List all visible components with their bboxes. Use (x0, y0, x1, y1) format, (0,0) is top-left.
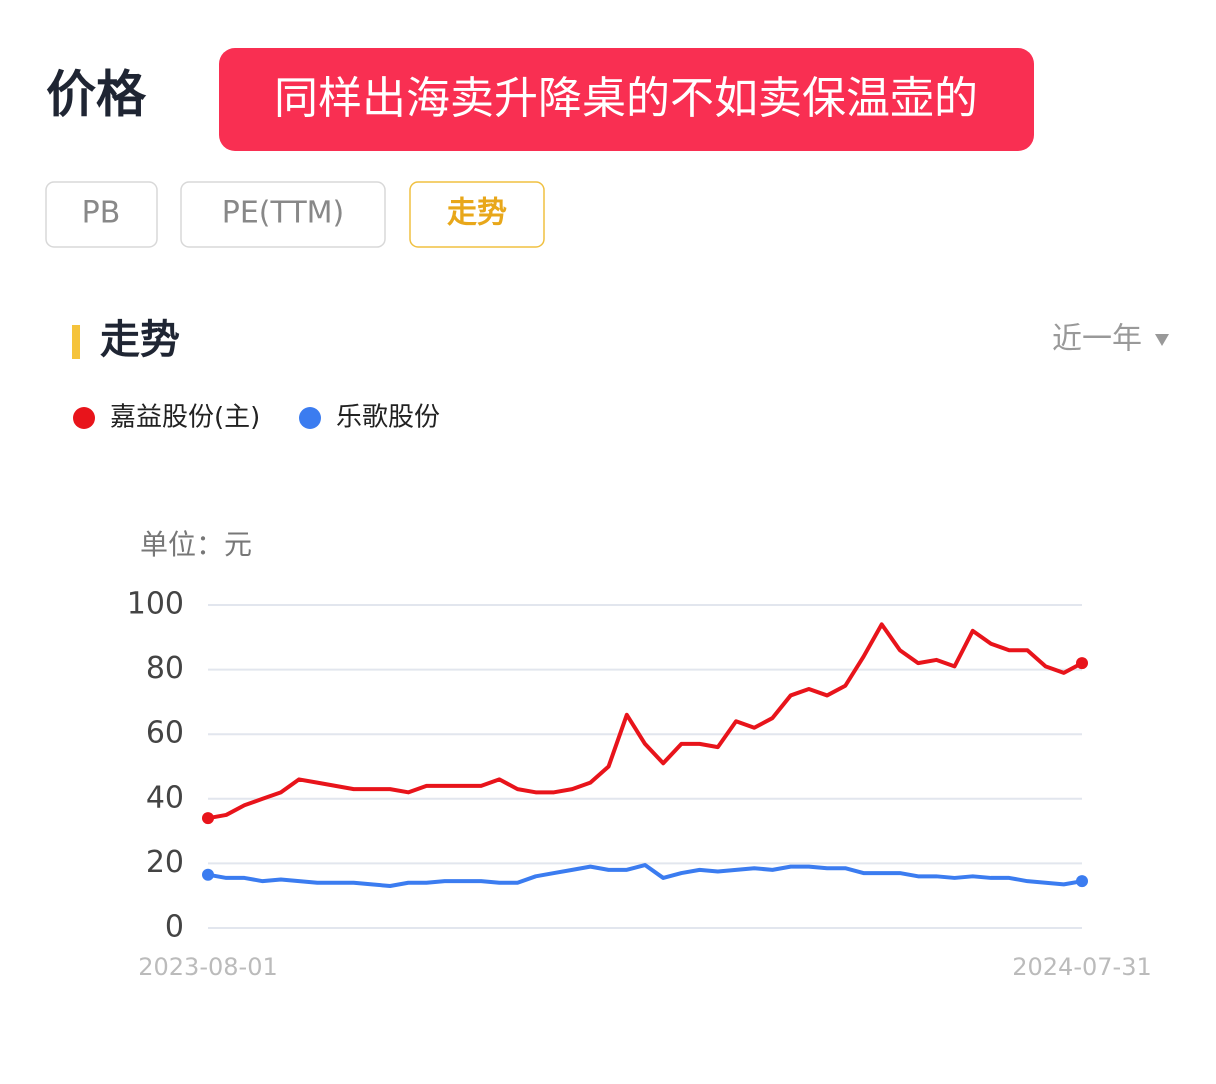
y-tick-label: 20 (146, 845, 184, 880)
x-tick-label: 2024-07-31 (1012, 953, 1151, 981)
x-tick-label: 2023-08-01 (138, 953, 277, 981)
end-point (1076, 875, 1088, 888)
series-line (207, 622, 1083, 821)
range-select[interactable]: 近一年 (1052, 322, 1142, 357)
legend-label: 乐歌股份 (336, 403, 440, 433)
tab[interactable] (45, 181, 158, 248)
tab-label[interactable]: 走势 (447, 196, 507, 231)
tab-active[interactable] (409, 181, 545, 248)
legend-label: 嘉益股份(主) (110, 403, 260, 433)
start-point (202, 868, 214, 881)
end-point (1076, 657, 1088, 670)
legend-swatch (73, 407, 95, 429)
section-title: 走势 (100, 317, 180, 363)
series-line (207, 863, 1083, 889)
tab-label[interactable]: PB (82, 196, 121, 231)
dropdown-arrow[interactable] (1155, 334, 1169, 346)
tab[interactable] (180, 181, 386, 248)
page-title: 价格 (46, 66, 147, 124)
start-point (202, 812, 214, 825)
legend-swatch (299, 407, 321, 429)
section-marker (72, 325, 80, 359)
y-tick-label: 80 (146, 651, 184, 686)
y-axis-title: 单位：元 (140, 528, 252, 561)
banner (219, 48, 1034, 151)
banner-text: 同样出海卖升降桌的不如卖保温壶的 (274, 73, 978, 124)
y-tick-label: 40 (146, 780, 184, 815)
y-tick-label: 60 (146, 716, 184, 751)
y-tick-label: 0 (165, 910, 184, 945)
tab-label[interactable]: PE(TTM) (222, 196, 344, 231)
y-tick-label: 100 (127, 587, 184, 622)
